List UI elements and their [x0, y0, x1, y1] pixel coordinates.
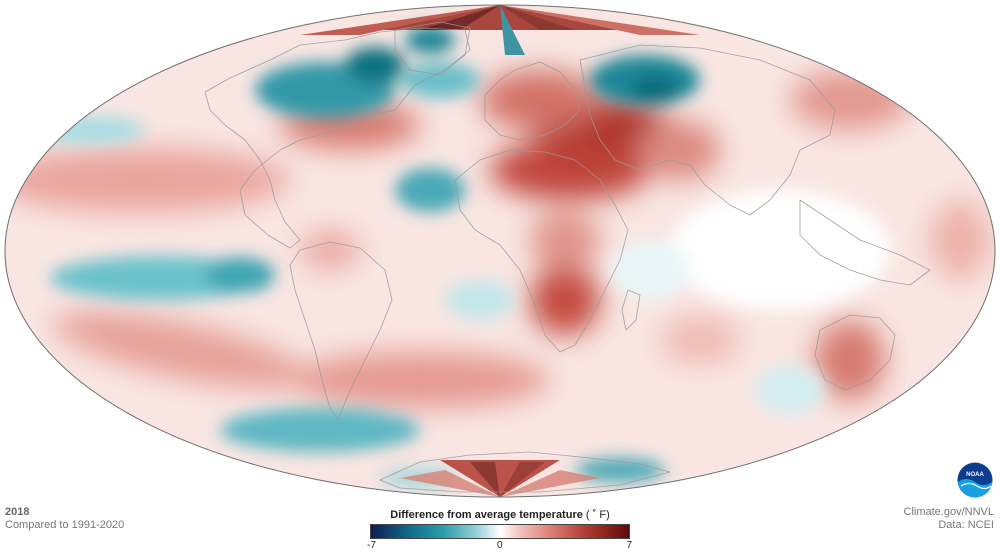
asia-outline	[579, 44, 836, 216]
warm-anomaly-regions	[5, 70, 990, 408]
south-pole-rays	[400, 460, 600, 497]
globe-border	[4, 4, 996, 498]
africa-outline	[454, 149, 629, 353]
legend-ticks: -7 0 7	[367, 539, 632, 553]
southeast-asia-outline	[799, 199, 931, 286]
temperature-legend: Difference from average temperature ( ˚ …	[367, 509, 632, 553]
continent-outlines	[204, 21, 949, 493]
europe-outline	[484, 61, 581, 141]
south-america-outline	[289, 241, 393, 421]
temperature-anomaly-map	[4, 4, 996, 498]
antarctica-outline	[379, 451, 671, 493]
year-label: 2018	[5, 506, 30, 518]
cool-anomaly-regions	[35, 26, 890, 487]
legend-color-bar	[370, 524, 630, 539]
new-zealand-outline	[931, 404, 949, 431]
map-period-info: 2018 Compared to 1991-2020	[5, 506, 124, 532]
logo-label: NOAA	[966, 472, 984, 478]
madagascar-outline	[621, 289, 641, 331]
baseline-label: Compared to 1991-2020	[5, 519, 125, 531]
legend-unit: ( ˚ F)	[585, 509, 610, 521]
data-credit-label: Data: NCEI	[938, 519, 994, 531]
source-label: Climate.gov/NNVL	[903, 506, 994, 518]
australia-outline	[814, 314, 896, 391]
legend-title-text: Difference from average temperature	[390, 509, 583, 521]
source-info: Climate.gov/NNVL Data: NCEI	[904, 506, 994, 532]
legend-min-label: -7	[367, 540, 376, 551]
noaa-logo-icon: NOAA	[957, 462, 993, 498]
north-america-outline	[204, 27, 471, 249]
greenland-outline	[394, 21, 471, 76]
legend-title: Difference from average temperature ( ˚ …	[370, 509, 630, 522]
legend-max-label: 7	[626, 540, 632, 551]
legend-mid-label: 0	[497, 540, 503, 551]
north-pole-rays	[300, 5, 700, 55]
